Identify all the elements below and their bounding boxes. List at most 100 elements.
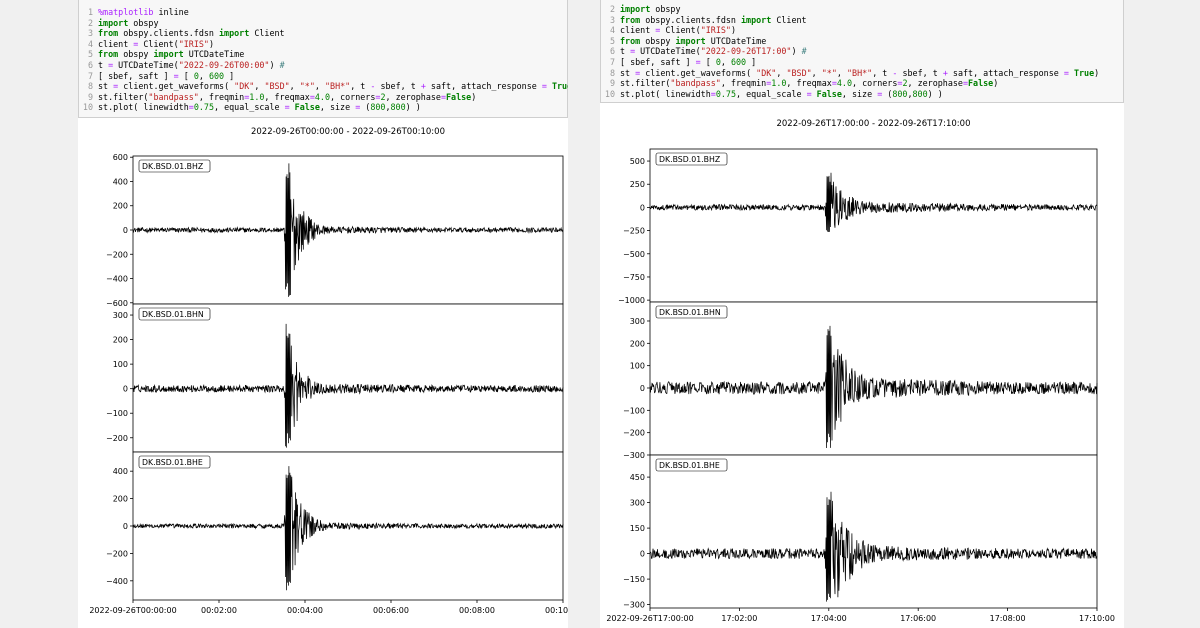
code-token: import	[98, 17, 129, 28]
right-seismogram-plot: 2022-09-26T17:00:00 - 2022-09-26T17:10:0…	[606, 119, 1115, 623]
y-tick-label: −400	[106, 275, 128, 284]
line-number: 6	[609, 46, 615, 57]
line-number: 7	[87, 70, 93, 81]
trace-label-box	[655, 305, 728, 319]
code-token: %matplotlib	[98, 7, 154, 17]
code-token: )	[208, 38, 214, 49]
code-token: =	[244, 91, 250, 102]
code-token: sbef, t	[375, 81, 421, 92]
code-token: ,	[198, 70, 209, 81]
trace-label-box	[655, 152, 728, 166]
code-token: saft, attach_response	[425, 81, 542, 92]
trace-label-box	[138, 455, 211, 469]
code-token: , t	[350, 81, 371, 92]
code-token: =	[635, 67, 641, 78]
code-token: =	[766, 78, 772, 89]
code-token: from	[98, 28, 119, 39]
code-token: client.get_waveforms(	[118, 81, 235, 92]
code-token: UTCDateTime(	[113, 60, 179, 70]
x-tick-label: 2022-09-26T00:00:00	[89, 606, 176, 615]
y-tick-label: 0	[640, 203, 645, 212]
code-token: st.filter(	[620, 78, 671, 89]
code-token: st	[620, 67, 636, 78]
code-token: 800	[912, 88, 928, 99]
code-token: "BH*"	[846, 67, 873, 78]
x-tick-label: 00:02:00	[201, 606, 237, 615]
y-tick-label: −500	[623, 250, 645, 259]
y-tick-label: 0	[123, 385, 128, 394]
code-token: client	[98, 38, 134, 49]
code-token: )	[791, 46, 802, 57]
line-number: 4	[609, 25, 615, 36]
code-token: =	[108, 60, 114, 70]
code-line: 7 [ sbef, saft ] = [ 0, 600 ]	[79, 71, 567, 82]
code-token: "IRIS"	[700, 25, 731, 36]
code-token: Client	[771, 14, 807, 25]
code-token: "BSD"	[264, 81, 290, 92]
trace-label: DK.BSD.01.BHN	[659, 308, 721, 317]
code-token: )	[1094, 67, 1100, 78]
plot-title: 2022-09-26T17:00:00 - 2022-09-26T17:10:0…	[776, 119, 970, 129]
code-token: ]	[746, 57, 757, 67]
code-token: obspy.clients.fdsn	[640, 14, 742, 25]
y-tick-label: −400	[106, 577, 128, 586]
code-token: 2	[902, 78, 908, 89]
code-token: 800	[370, 102, 386, 113]
code-line: 8 st = client.get_waveforms( "DK", "BSD",…	[601, 68, 1123, 79]
y-tick-label: 300	[113, 311, 128, 320]
code-token: , equal_scale	[213, 102, 285, 113]
code-token: , zerophase	[385, 91, 441, 102]
code-token: , equal_scale	[735, 88, 807, 99]
code-token: , corners	[852, 78, 898, 89]
line-number: 6	[87, 60, 93, 70]
code-token: )	[730, 25, 736, 36]
code-token: ) )	[927, 88, 943, 99]
code-token: client.get_waveforms(	[640, 67, 757, 78]
code-token: ,	[836, 67, 847, 78]
y-tick-label: 400	[113, 177, 128, 186]
line-number: 9	[87, 91, 93, 102]
code-token: =	[710, 88, 716, 99]
waveform-trace	[132, 466, 564, 591]
code-token: 1.0	[771, 78, 787, 89]
code-token: import	[675, 35, 706, 46]
code-token: , freqmin	[198, 91, 245, 102]
code-token: "IRIS"	[178, 38, 209, 49]
code-token: 0	[193, 70, 199, 81]
x-tick-label: 17:10:00	[1079, 614, 1115, 623]
waveform-trace	[649, 172, 1098, 233]
code-token: =	[309, 91, 315, 102]
right-code-cell[interactable]: 2 import obspy 3 from obspy.clients.fdsn im…	[600, 0, 1124, 103]
waveform-trace	[649, 325, 1098, 449]
y-tick-label: 200	[113, 495, 128, 504]
code-token: st.plot( linewidth	[620, 88, 711, 99]
code-token: t	[620, 46, 631, 57]
code-token: =	[284, 102, 290, 113]
left-code-cell[interactable]: 1 %matplotlib inline 2 import obspy 3 from ob…	[78, 0, 568, 118]
y-tick-label: 300	[630, 499, 645, 508]
code-token: =	[630, 46, 636, 57]
code-token: ,	[254, 81, 265, 92]
code-token: , size	[319, 102, 356, 113]
y-tick-label: 0	[640, 550, 645, 559]
line-number: 4	[87, 38, 93, 49]
code-token: t	[98, 60, 109, 70]
code-token: =	[440, 91, 446, 102]
y-tick-label: 100	[630, 362, 645, 371]
line-number: 3	[609, 14, 615, 25]
y-tick-label: −200	[106, 549, 128, 558]
x-tick-label: 00:04:00	[287, 606, 323, 615]
code-token: (	[882, 88, 893, 99]
code-token: =	[962, 78, 968, 89]
code-line: 1 %matplotlib inline	[79, 7, 567, 18]
line-number: 10	[604, 88, 615, 99]
code-token: , corners	[330, 91, 376, 102]
code-token: =	[1063, 67, 1069, 78]
code-token: ,	[289, 81, 300, 92]
y-tick-label: −250	[623, 227, 645, 236]
code-token: UTCDateTime	[183, 49, 245, 60]
code-line: 5 from obspy import UTCDateTime	[601, 36, 1123, 47]
right-notebook-panel: 2 import obspy 3 from obspy.clients.fdsn im…	[600, 0, 1124, 628]
code-token: -	[892, 67, 898, 78]
